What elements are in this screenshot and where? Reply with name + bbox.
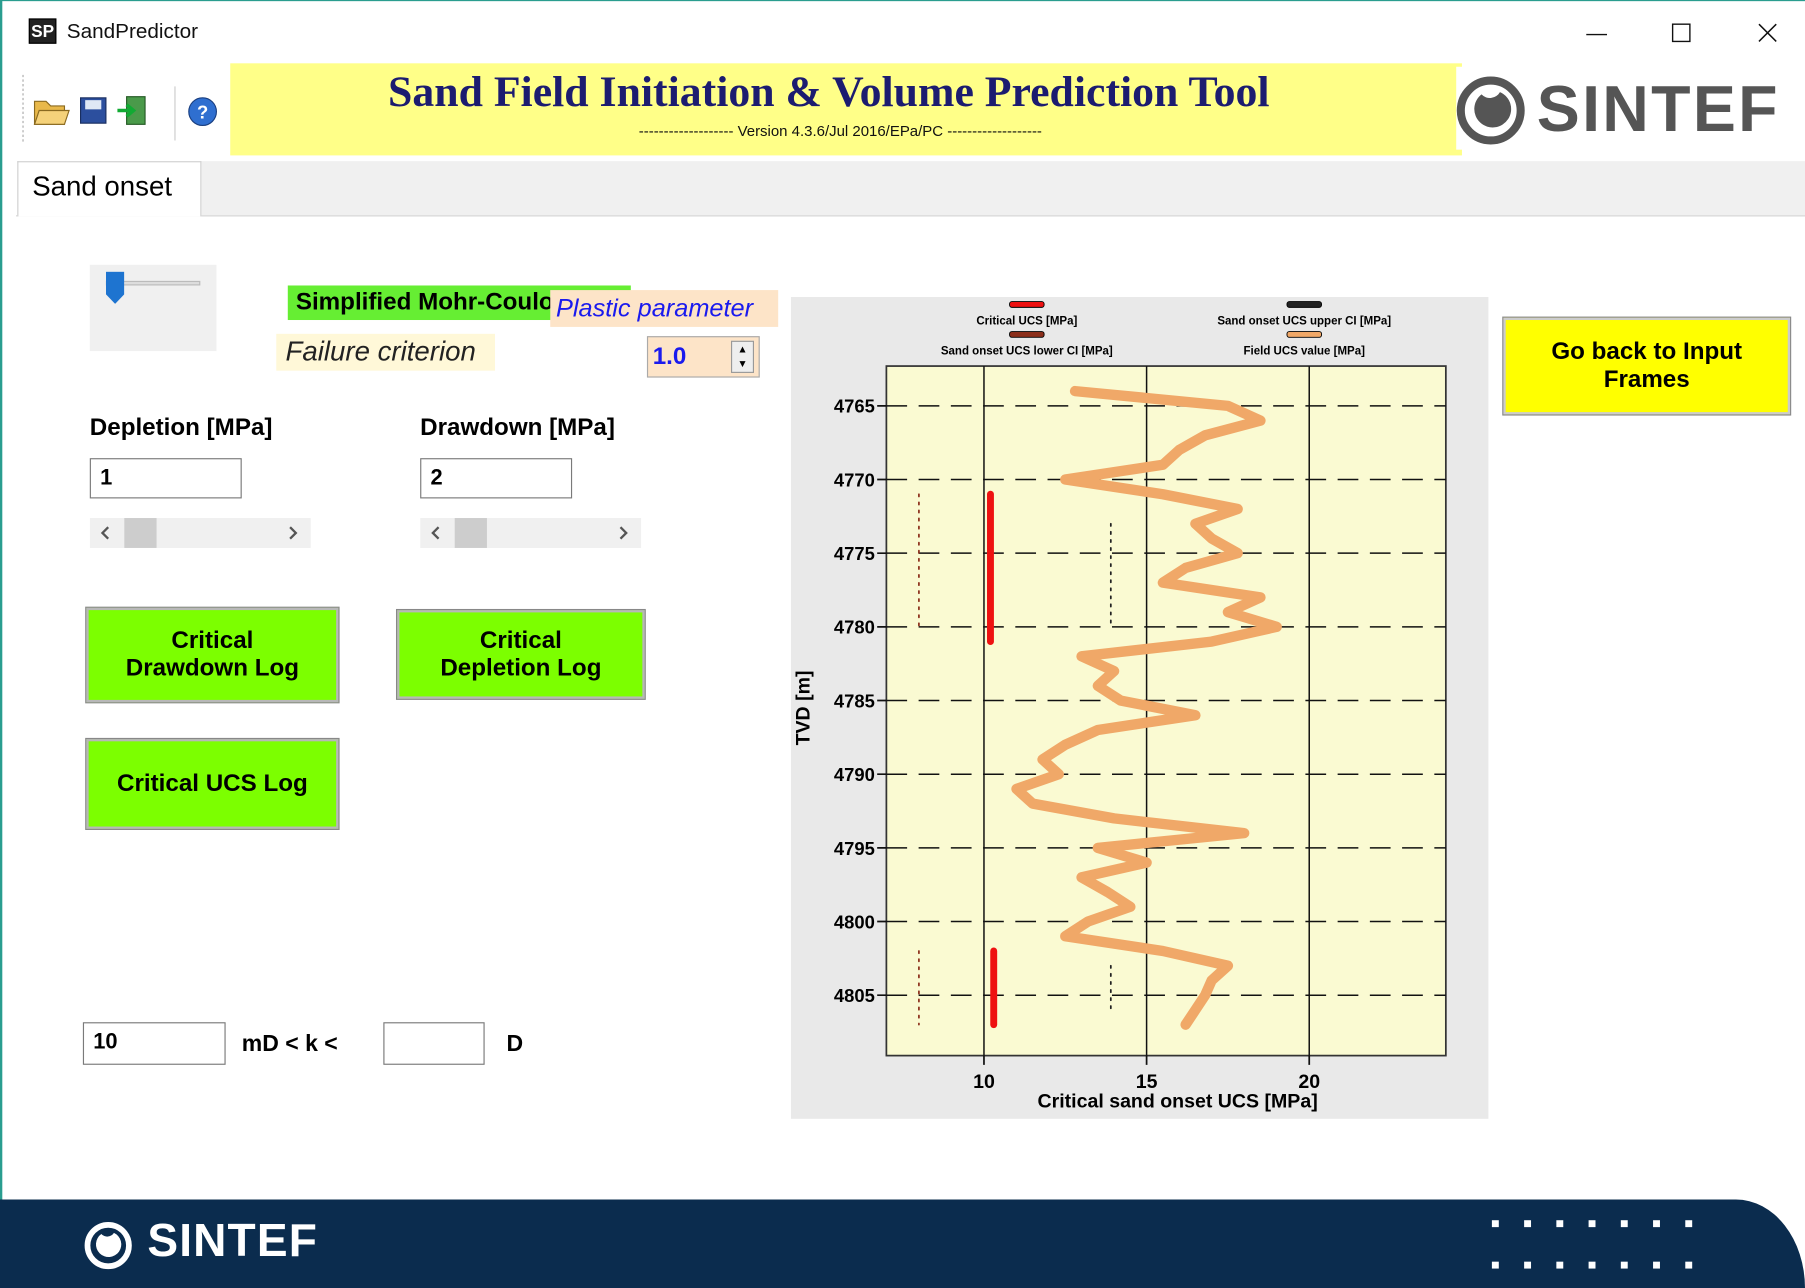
critical-ucs-button[interactable]: Critical UCS Log — [85, 737, 340, 830]
failure-criterion-label: Failure criterion — [276, 333, 495, 371]
window-title: SandPredictor — [66, 19, 199, 43]
slider[interactable] — [89, 264, 217, 352]
svg-text:?: ? — [197, 102, 208, 123]
app-icon: SP — [28, 18, 57, 44]
open-icon[interactable] — [33, 100, 70, 125]
close[interactable] — [1758, 23, 1777, 42]
critical-depletion-button[interactable]: Critical Depletion Log — [395, 608, 646, 700]
spinner-value: 1.0 — [652, 343, 687, 370]
banner — [230, 63, 1462, 156]
legend-label: Sand onset UCS upper CI [MPa] — [1217, 316, 1391, 328]
chart: 4765 4770 4775 4780 4785 4790 4795 4800 4805 10 15… — [790, 296, 1489, 1119]
tab[interactable]: Sand onset — [17, 161, 202, 217]
footer-logo-mark — [84, 1221, 132, 1270]
logo-text: SINTEF — [1536, 72, 1780, 146]
logo-mark — [1456, 76, 1525, 145]
y-tick-label: 4785 — [834, 690, 875, 711]
depletion-label: Depletion [MPa] — [89, 414, 273, 441]
tab-strip — [201, 161, 1805, 216]
window-controls — [1586, 23, 1777, 43]
banner-version: ------------------- Version 4.3.6/Jul 20… — [638, 122, 1042, 140]
legend-label: Field UCS value [MPa] — [1244, 346, 1366, 358]
x-axis-label: Critical sand onset UCS [MPa] — [1038, 1090, 1318, 1112]
logo-area: SINTEF — [1456, 66, 1805, 150]
back-button[interactable]: Go back to Input Frames — [1502, 316, 1792, 416]
x-tick-label: 15 — [1136, 1071, 1158, 1093]
depletion-scrollbar[interactable] — [89, 518, 311, 548]
y-tick-label: 4790 — [834, 764, 875, 785]
banner-title: Sand Field Initiation & Volume Predictio… — [388, 67, 1270, 117]
drawdown-input[interactable]: 2 — [420, 458, 573, 499]
spinner[interactable]: 1.0 ▲ ▼ — [646, 336, 760, 378]
drawdown-scrollbar[interactable] — [420, 518, 642, 548]
y-tick-label: 4765 — [834, 396, 875, 417]
legend-swatch — [1286, 331, 1322, 338]
footer: SINTEF — [0, 1199, 1805, 1288]
perm-unit: D — [506, 1031, 524, 1057]
help-icon[interactable]: ? — [188, 97, 217, 127]
y-tick-label: 4780 — [834, 617, 875, 638]
plastic-parameter-label: Plastic parameter — [550, 290, 779, 327]
x-tick-label: 10 — [973, 1071, 995, 1093]
x-tick-label: 20 — [1298, 1071, 1320, 1093]
y-tick-label: 4805 — [834, 985, 875, 1006]
critical-drawdown-button[interactable]: Critical Drawdown Log — [85, 606, 340, 704]
legend-swatch — [1009, 331, 1045, 338]
exit-icon[interactable] — [117, 96, 146, 125]
legend-swatch — [1009, 301, 1045, 308]
perm-text: mD < k < — [241, 1031, 338, 1057]
y-tick-label: 4800 — [834, 911, 875, 932]
maximize[interactable] — [1671, 23, 1691, 43]
depletion-input[interactable]: 1 — [89, 458, 242, 499]
y-tick-label: 4775 — [834, 543, 875, 564]
y-tick-label: 4795 — [834, 838, 875, 859]
drawdown-label: Drawdown [MPa] — [420, 414, 615, 441]
legend-swatch — [1286, 301, 1322, 308]
y-tick-label: 4770 — [834, 469, 875, 490]
legend-label: Critical UCS [MPa] — [976, 316, 1077, 328]
footer-logo-text: SINTEF — [147, 1215, 318, 1267]
footer-dots — [1491, 1220, 1693, 1269]
y-axis-label: TVD [m] — [792, 670, 814, 745]
save-icon[interactable] — [80, 97, 107, 124]
series-line — [1011, 385, 1282, 1030]
toolbar: ? — [22, 74, 217, 144]
perm-min-input[interactable]: 10 — [82, 1022, 226, 1065]
perm-max-input[interactable] — [383, 1022, 485, 1065]
tab-line — [16, 215, 1805, 217]
legend-label: Sand onset UCS lower CI [MPa] — [941, 346, 1113, 358]
